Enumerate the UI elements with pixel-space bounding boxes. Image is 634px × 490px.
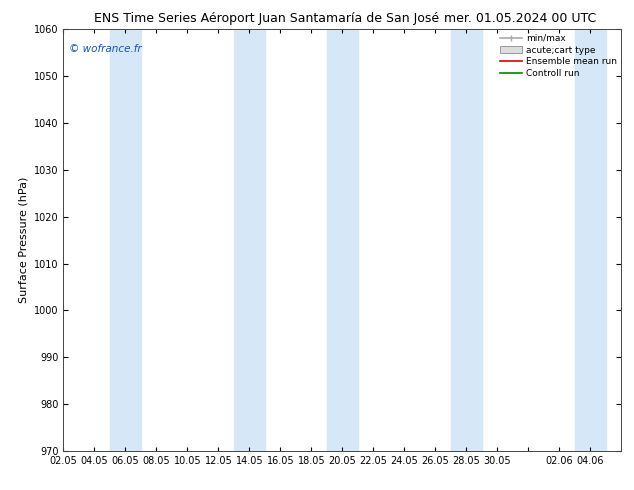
Bar: [234, 29, 265, 451]
Text: © wofrance.fr: © wofrance.fr: [69, 44, 141, 54]
Bar: [110, 29, 141, 451]
Legend: min/max, acute;cart type, Ensemble mean run, Controll run: min/max, acute;cart type, Ensemble mean …: [496, 30, 621, 82]
Text: mer. 01.05.2024 00 UTC: mer. 01.05.2024 00 UTC: [444, 12, 596, 25]
Bar: [451, 29, 482, 451]
Text: ENS Time Series Aéroport Juan Santamaría de San José: ENS Time Series Aéroport Juan Santamaría…: [94, 12, 439, 25]
Bar: [575, 29, 606, 451]
Bar: [327, 29, 358, 451]
Y-axis label: Surface Pressure (hPa): Surface Pressure (hPa): [18, 177, 29, 303]
